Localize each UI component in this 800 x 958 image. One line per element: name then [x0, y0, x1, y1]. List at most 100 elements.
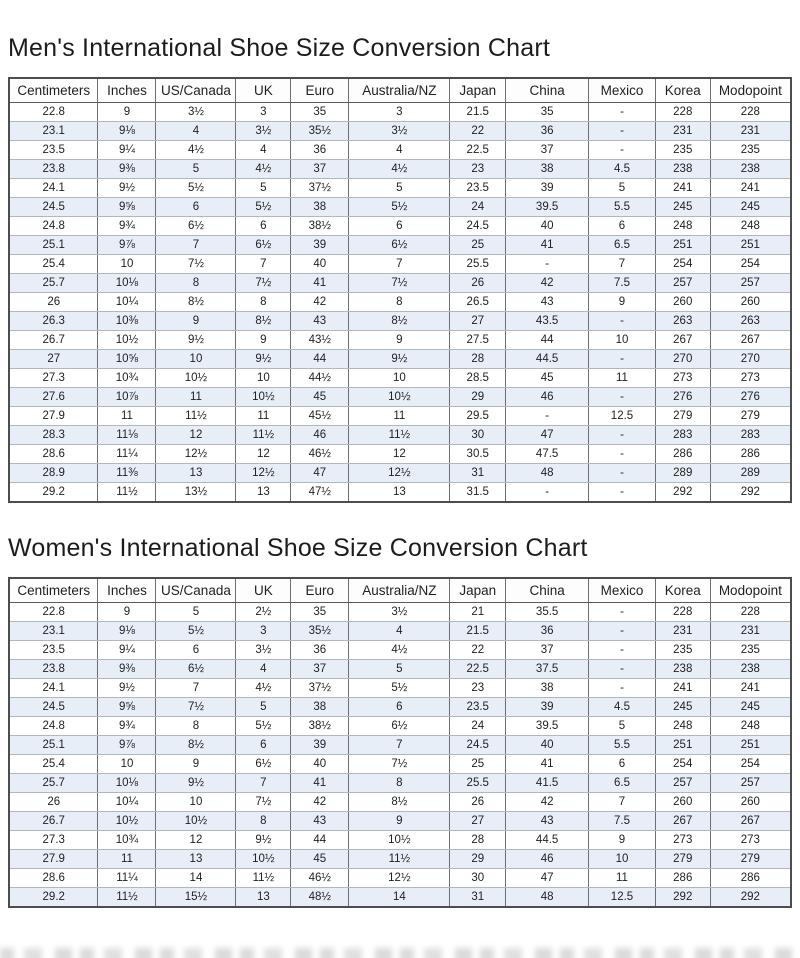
table-cell: 7½ — [348, 273, 451, 293]
table-cell: 10⅛ — [97, 773, 157, 793]
table-cell: 22 — [449, 640, 507, 660]
table-cell: 24.1 — [8, 678, 99, 698]
table-cell: 2½ — [235, 602, 292, 622]
table-cell: 23.5 — [449, 697, 507, 717]
table-cell: 26.5 — [449, 292, 507, 312]
table-cell: 46 — [290, 425, 350, 445]
table-cell: 43 — [505, 811, 590, 831]
table-cell: - — [588, 140, 656, 160]
table-cell: 28.6 — [8, 444, 99, 464]
table-cell: - — [588, 311, 656, 331]
table-cell: 5.5 — [588, 197, 656, 217]
table-cell: 38 — [290, 697, 350, 717]
table-cell: 235 — [709, 140, 792, 160]
table-cell: 9 — [155, 311, 237, 331]
table-cell: 5 — [235, 178, 292, 198]
table-cell: 254 — [654, 254, 711, 274]
table-cell: 10 — [588, 849, 656, 869]
table-cell: 38½ — [290, 716, 350, 736]
table-cell: 7½ — [348, 754, 451, 774]
table-cell: 260 — [709, 792, 792, 812]
table-cell: 10¾ — [97, 368, 157, 388]
table-cell: 27 — [449, 811, 507, 831]
table-row: 27.3 10¾ 12 9½ 44 10½ 28 44.5 9 273 273 — [8, 830, 792, 850]
table-cell: 24 — [449, 716, 507, 736]
table-row: 22.8 9 5 2½ 35 3½ 21 35.5-228 228 — [8, 602, 792, 622]
table-cell: 9⅝ — [97, 697, 157, 717]
table-cell: 45½ — [290, 406, 350, 426]
table-cell: 9½ — [155, 330, 237, 350]
table-cell: 254 — [709, 754, 792, 774]
table-cell: 8½ — [155, 292, 237, 312]
table-cell: 40 — [505, 216, 590, 236]
table-cell: 47 — [290, 463, 350, 483]
table-cell: 24.8 — [8, 216, 99, 236]
table-row: 23.5 9¼ 4½ 4 36 4 22.5 37-235 235 — [8, 140, 792, 160]
table-cell: 279 — [709, 849, 792, 869]
table-cell: 8 — [155, 273, 237, 293]
table-cell: 11⅛ — [97, 425, 157, 445]
table-cell: 28.3 — [8, 425, 99, 445]
table-cell: 241 — [654, 678, 711, 698]
table-cell: 9 — [588, 292, 656, 312]
table-cell: 9½ — [97, 178, 157, 198]
table-cell: 11 — [235, 406, 292, 426]
table-cell: 35 — [290, 602, 350, 622]
table-cell: 26 — [449, 273, 507, 293]
table-cell: 44.5 — [505, 830, 590, 850]
table-cell: 6½ — [155, 659, 237, 679]
table-cell: 263 — [709, 311, 792, 331]
table-cell: 286 — [654, 868, 711, 888]
table-cell: 25.1 — [8, 735, 99, 755]
table-row: 23.1 9⅛ 5½ 3 35½ 4 21.5 36-231 231 — [8, 621, 792, 641]
table-cell: 37 — [290, 159, 350, 179]
table-cell: 39.5 — [505, 716, 590, 736]
table-cell: 248 — [709, 216, 792, 236]
table-cell: 251 — [709, 235, 792, 255]
table-cell: 24.8 — [8, 716, 99, 736]
table-cell: 7 — [588, 792, 656, 812]
table-cell: 260 — [654, 792, 711, 812]
table-cell: 26 — [449, 792, 507, 812]
table-cell: 10½ — [155, 368, 237, 388]
column-header-china: China — [505, 578, 590, 603]
table-cell: 228 — [709, 102, 792, 122]
table-cell: 31 — [449, 887, 507, 908]
table-cell: 12.5 — [588, 887, 656, 908]
column-header-uk: UK — [235, 78, 292, 103]
table-cell: 44½ — [290, 368, 350, 388]
table-cell: 248 — [654, 216, 711, 236]
table-cell: 3½ — [235, 121, 292, 141]
table-cell: 48½ — [290, 887, 350, 908]
table-cell: 23.5 — [449, 178, 507, 198]
table-cell: 45 — [505, 368, 590, 388]
table-cell: 47 — [505, 868, 590, 888]
table-cell: 9½ — [155, 773, 237, 793]
table-cell: 3½ — [348, 121, 451, 141]
table-cell: 9 — [235, 330, 292, 350]
table-cell: 5 — [155, 159, 237, 179]
table-cell: 279 — [654, 849, 711, 869]
table-cell: 37 — [505, 640, 590, 660]
table-cell: 4½ — [235, 159, 292, 179]
table-cell: 12½ — [235, 463, 292, 483]
table-cell: 21.5 — [449, 102, 507, 122]
table-cell: 35 — [505, 102, 590, 122]
table-cell: 47 — [505, 425, 590, 445]
table-cell: 7 — [155, 235, 237, 255]
table-cell: 46 — [505, 849, 590, 869]
column-header-uk: UK — [235, 578, 292, 603]
table-cell: 5½ — [235, 716, 292, 736]
column-header-centimeters: Centimeters — [8, 578, 99, 603]
table-cell: 29.2 — [8, 482, 99, 503]
table-row: 25.1 9⅞ 8½ 6 39 7 24.5 40 5.5 251 251 — [8, 735, 792, 755]
table-row: 26.3 10⅜ 9 8½ 43 8½ 27 43.5-263 263 — [8, 311, 792, 331]
table-cell: 5½ — [348, 678, 451, 698]
table-cell: 25.1 — [8, 235, 99, 255]
table-cell: 48 — [505, 463, 590, 483]
table-cell: 12½ — [348, 868, 451, 888]
table-cell: 283 — [654, 425, 711, 445]
table-cell: 9½ — [235, 349, 292, 369]
table-cell: 47½ — [290, 482, 350, 503]
table-cell: 22 — [449, 121, 507, 141]
